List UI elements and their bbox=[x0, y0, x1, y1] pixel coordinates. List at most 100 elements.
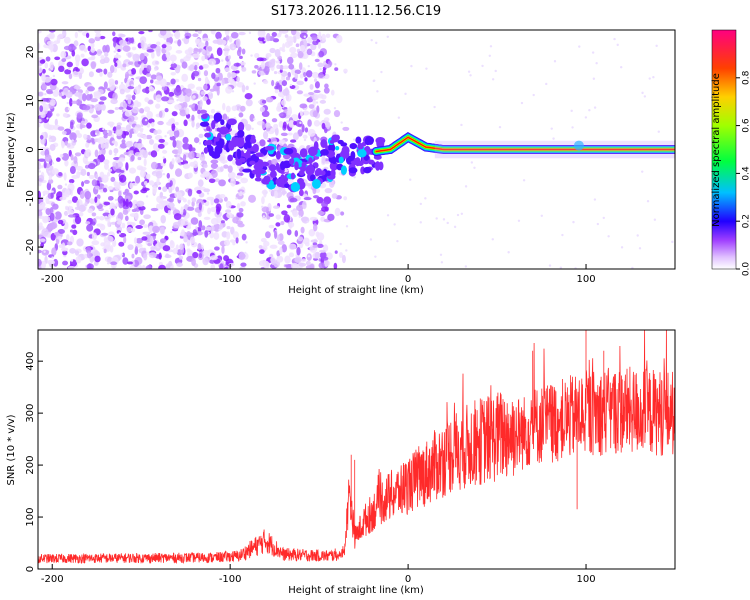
noise-blob bbox=[95, 173, 99, 180]
noise-blob bbox=[52, 90, 59, 98]
noise-blob bbox=[303, 196, 312, 201]
noise-speck bbox=[162, 172, 166, 176]
noise-blob bbox=[312, 110, 318, 118]
noise-blob bbox=[138, 31, 145, 35]
noise-speck bbox=[303, 138, 307, 142]
noise-blob bbox=[46, 124, 52, 130]
noise-blob bbox=[39, 105, 44, 112]
noise-blob bbox=[121, 222, 126, 229]
noise-speck bbox=[144, 118, 148, 122]
signal-blob bbox=[225, 133, 232, 141]
noise-speck bbox=[353, 138, 356, 141]
noise-speck bbox=[253, 118, 256, 121]
noise-blob bbox=[238, 31, 246, 36]
noise-speck bbox=[345, 249, 348, 252]
noise-blob bbox=[194, 103, 198, 111]
noise-speck bbox=[652, 76, 655, 79]
noise-blob bbox=[312, 195, 320, 199]
noise-blob bbox=[125, 162, 129, 171]
noise-speck bbox=[380, 70, 383, 74]
noise-blob bbox=[219, 263, 224, 269]
noise-blob bbox=[197, 242, 202, 251]
noise-blob bbox=[40, 260, 47, 269]
noise-blob bbox=[324, 83, 329, 89]
noise-blob bbox=[231, 73, 238, 77]
noise-blob bbox=[184, 49, 193, 55]
noise-blob bbox=[198, 202, 202, 211]
noise-blob bbox=[180, 206, 184, 215]
noise-blob bbox=[112, 92, 118, 101]
noise-blob bbox=[325, 33, 331, 38]
noise-blob bbox=[142, 88, 150, 93]
noise-blob bbox=[140, 40, 145, 49]
noise-blob bbox=[192, 61, 200, 67]
noise-blob bbox=[198, 220, 203, 229]
noise-blob bbox=[148, 30, 153, 33]
noise-blob bbox=[221, 245, 225, 254]
noise-speck bbox=[147, 43, 150, 47]
noise-blob bbox=[143, 214, 151, 220]
noise-speck bbox=[655, 44, 658, 48]
noise-blob bbox=[135, 175, 141, 184]
noise-speck bbox=[409, 178, 412, 181]
snr-y-tick-label: 200 bbox=[25, 456, 36, 475]
noise-blob bbox=[305, 183, 312, 187]
noise-blob bbox=[182, 136, 189, 144]
noise-blob bbox=[117, 161, 124, 169]
noise-blob bbox=[91, 114, 99, 119]
noise-blob bbox=[56, 157, 61, 162]
noise-speck bbox=[195, 126, 199, 130]
noise-blob bbox=[317, 62, 324, 68]
noise-blob bbox=[71, 50, 76, 57]
noise-speck bbox=[180, 159, 184, 163]
noise-blob bbox=[38, 225, 45, 230]
noise-blob bbox=[281, 80, 288, 87]
noise-blob bbox=[76, 112, 83, 119]
noise-blob bbox=[296, 90, 304, 95]
noise-blob bbox=[128, 70, 132, 75]
colorbar-ticks: 0.0 0.2 0.4 0.6 0.8 bbox=[736, 70, 750, 276]
snr-y-axis: 0 100 200 300 400 bbox=[25, 352, 43, 572]
noise-blob bbox=[148, 252, 157, 259]
noise-blob bbox=[228, 35, 233, 43]
noise-blob bbox=[114, 106, 119, 111]
noise-blob bbox=[49, 61, 54, 71]
noise-blob bbox=[278, 30, 283, 36]
noise-blob bbox=[304, 127, 309, 133]
noise-speck bbox=[289, 83, 293, 87]
noise-blob bbox=[325, 121, 331, 130]
noise-speck bbox=[68, 67, 71, 71]
noise-blob bbox=[265, 32, 271, 42]
noise-speck bbox=[553, 60, 557, 63]
noise-blob bbox=[162, 186, 168, 192]
noise-speck bbox=[467, 70, 471, 73]
noise-blob bbox=[312, 187, 317, 195]
noise-blob bbox=[124, 110, 133, 117]
noise-blob bbox=[87, 163, 96, 170]
noise-blob bbox=[141, 236, 148, 241]
noise-blob bbox=[42, 68, 46, 74]
noise-blob bbox=[48, 174, 52, 181]
noise-blob bbox=[150, 74, 158, 80]
noise-speck bbox=[51, 162, 55, 165]
noise-blob bbox=[259, 106, 266, 113]
noise-speck bbox=[559, 266, 563, 269]
noise-blob bbox=[168, 91, 175, 97]
noise-blob bbox=[94, 255, 101, 263]
signal-blob bbox=[205, 139, 213, 146]
noise-speck bbox=[251, 127, 254, 131]
noise-blob bbox=[260, 61, 266, 70]
noise-blob bbox=[225, 86, 233, 94]
noise-blob bbox=[170, 71, 177, 76]
noise-blob bbox=[236, 212, 244, 218]
noise-blob bbox=[78, 72, 83, 80]
noise-blob bbox=[206, 98, 211, 105]
noise-speck bbox=[545, 82, 548, 86]
noise-blob bbox=[173, 87, 182, 96]
noise-blob bbox=[41, 103, 50, 111]
noise-blob bbox=[122, 257, 129, 265]
noise-blob bbox=[285, 76, 291, 81]
noise-blob bbox=[76, 133, 83, 139]
noise-blob bbox=[130, 67, 137, 75]
noise-speck bbox=[198, 142, 202, 145]
